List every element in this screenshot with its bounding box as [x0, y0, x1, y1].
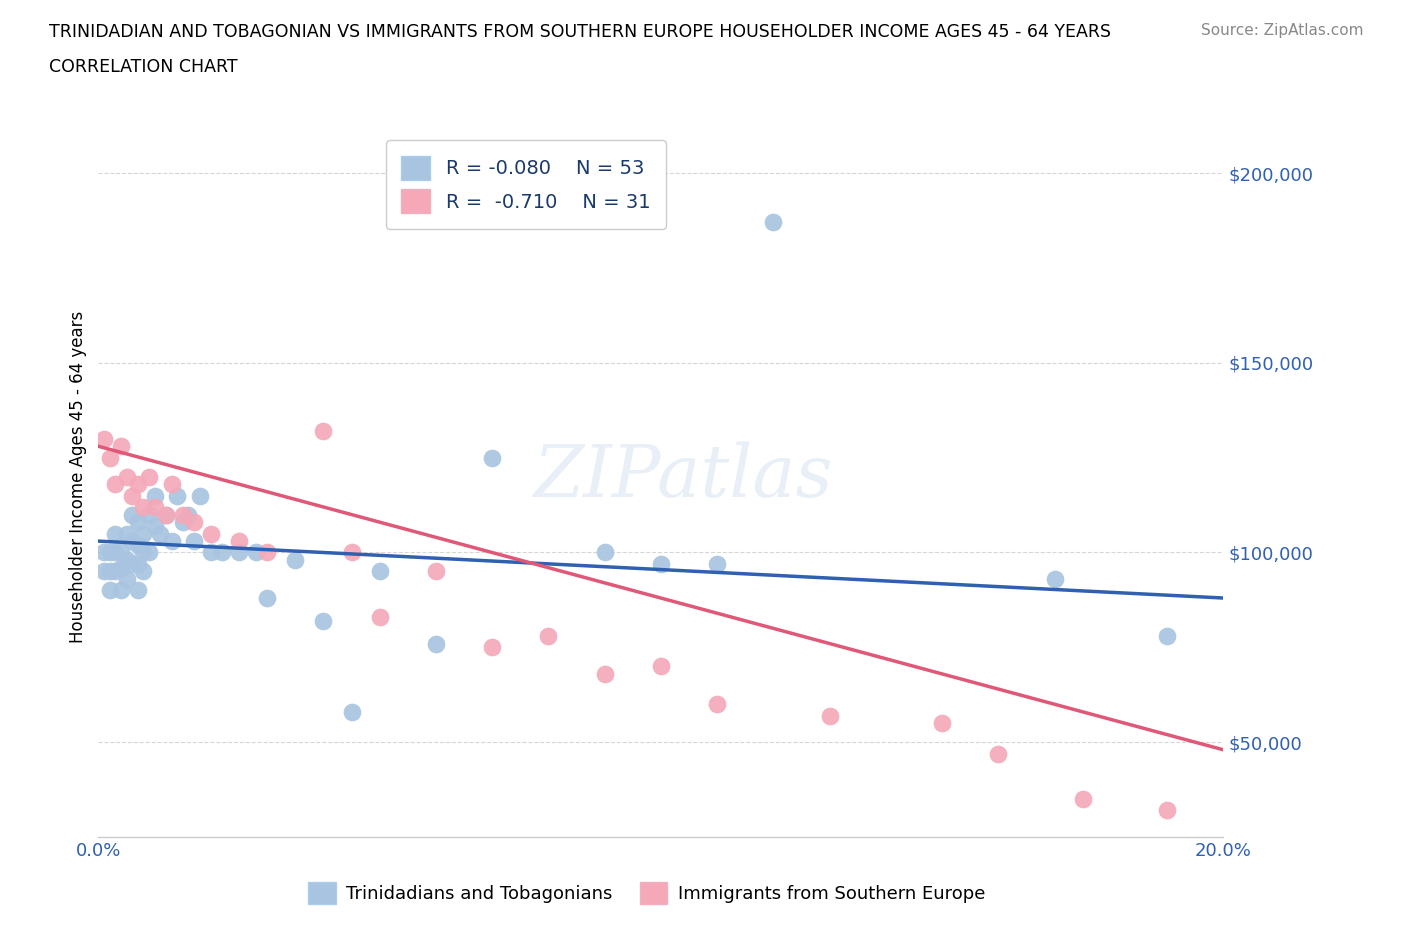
Point	[256, 545, 278, 560]
Point	[110, 439, 132, 454]
Point	[284, 552, 307, 567]
Point	[1156, 629, 1178, 644]
Point	[183, 534, 205, 549]
Point	[312, 424, 335, 439]
Point	[132, 545, 155, 560]
Point	[706, 697, 728, 711]
Point	[593, 545, 616, 560]
Point	[160, 534, 183, 549]
Point	[121, 534, 143, 549]
Point	[166, 488, 188, 503]
Point	[104, 526, 127, 541]
Point	[312, 614, 335, 629]
Point	[115, 572, 138, 587]
Point	[172, 514, 194, 529]
Point	[121, 556, 143, 571]
Point	[132, 526, 155, 541]
Point	[368, 609, 391, 624]
Point	[1043, 572, 1066, 587]
Point	[104, 477, 127, 492]
Y-axis label: Householder Income Ages 45 - 64 years: Householder Income Ages 45 - 64 years	[69, 311, 87, 643]
Point	[228, 534, 250, 549]
Point	[368, 564, 391, 578]
Point	[177, 507, 200, 522]
Point	[138, 507, 160, 522]
Point	[138, 469, 160, 484]
Point	[98, 583, 121, 598]
Point	[93, 432, 115, 446]
Point	[650, 658, 672, 673]
Point	[104, 545, 127, 560]
Point	[425, 636, 447, 651]
Point	[155, 507, 177, 522]
Point	[132, 564, 155, 578]
Point	[481, 640, 503, 655]
Point	[93, 545, 115, 560]
Point	[93, 564, 115, 578]
Point	[110, 560, 132, 575]
Point	[121, 507, 143, 522]
Point	[115, 526, 138, 541]
Point	[160, 477, 183, 492]
Point	[115, 469, 138, 484]
Point	[425, 564, 447, 578]
Point	[127, 583, 149, 598]
Point	[228, 545, 250, 560]
Point	[143, 488, 166, 503]
Point	[188, 488, 211, 503]
Point	[104, 564, 127, 578]
Point	[537, 629, 560, 644]
Point	[1156, 803, 1178, 817]
Point	[172, 507, 194, 522]
Point	[706, 556, 728, 571]
Point	[818, 708, 841, 723]
Text: Source: ZipAtlas.com: Source: ZipAtlas.com	[1201, 23, 1364, 38]
Point	[149, 526, 172, 541]
Text: CORRELATION CHART: CORRELATION CHART	[49, 58, 238, 75]
Point	[593, 667, 616, 682]
Point	[138, 545, 160, 560]
Point	[115, 552, 138, 567]
Point	[98, 564, 121, 578]
Point	[650, 556, 672, 571]
Point	[127, 538, 149, 552]
Point	[127, 556, 149, 571]
Legend: Trinidadians and Tobagonians, Immigrants from Southern Europe: Trinidadians and Tobagonians, Immigrants…	[301, 875, 993, 911]
Point	[245, 545, 267, 560]
Point	[127, 477, 149, 492]
Point	[143, 519, 166, 534]
Point	[98, 450, 121, 465]
Point	[127, 514, 149, 529]
Point	[340, 704, 363, 719]
Text: TRINIDADIAN AND TOBAGONIAN VS IMMIGRANTS FROM SOUTHERN EUROPE HOUSEHOLDER INCOME: TRINIDADIAN AND TOBAGONIAN VS IMMIGRANTS…	[49, 23, 1111, 41]
Point	[987, 746, 1010, 761]
Point	[200, 545, 222, 560]
Point	[481, 450, 503, 465]
Point	[931, 716, 953, 731]
Point	[340, 545, 363, 560]
Point	[110, 583, 132, 598]
Point	[121, 488, 143, 503]
Legend: R = -0.080    N = 53, R =  -0.710    N = 31: R = -0.080 N = 53, R = -0.710 N = 31	[385, 140, 666, 229]
Text: ZIPatlas: ZIPatlas	[533, 442, 834, 512]
Point	[1071, 791, 1094, 806]
Point	[132, 499, 155, 514]
Point	[256, 591, 278, 605]
Point	[200, 526, 222, 541]
Point	[155, 507, 177, 522]
Point	[183, 514, 205, 529]
Point	[211, 545, 233, 560]
Point	[110, 545, 132, 560]
Point	[143, 499, 166, 514]
Point	[98, 545, 121, 560]
Point	[762, 215, 785, 230]
